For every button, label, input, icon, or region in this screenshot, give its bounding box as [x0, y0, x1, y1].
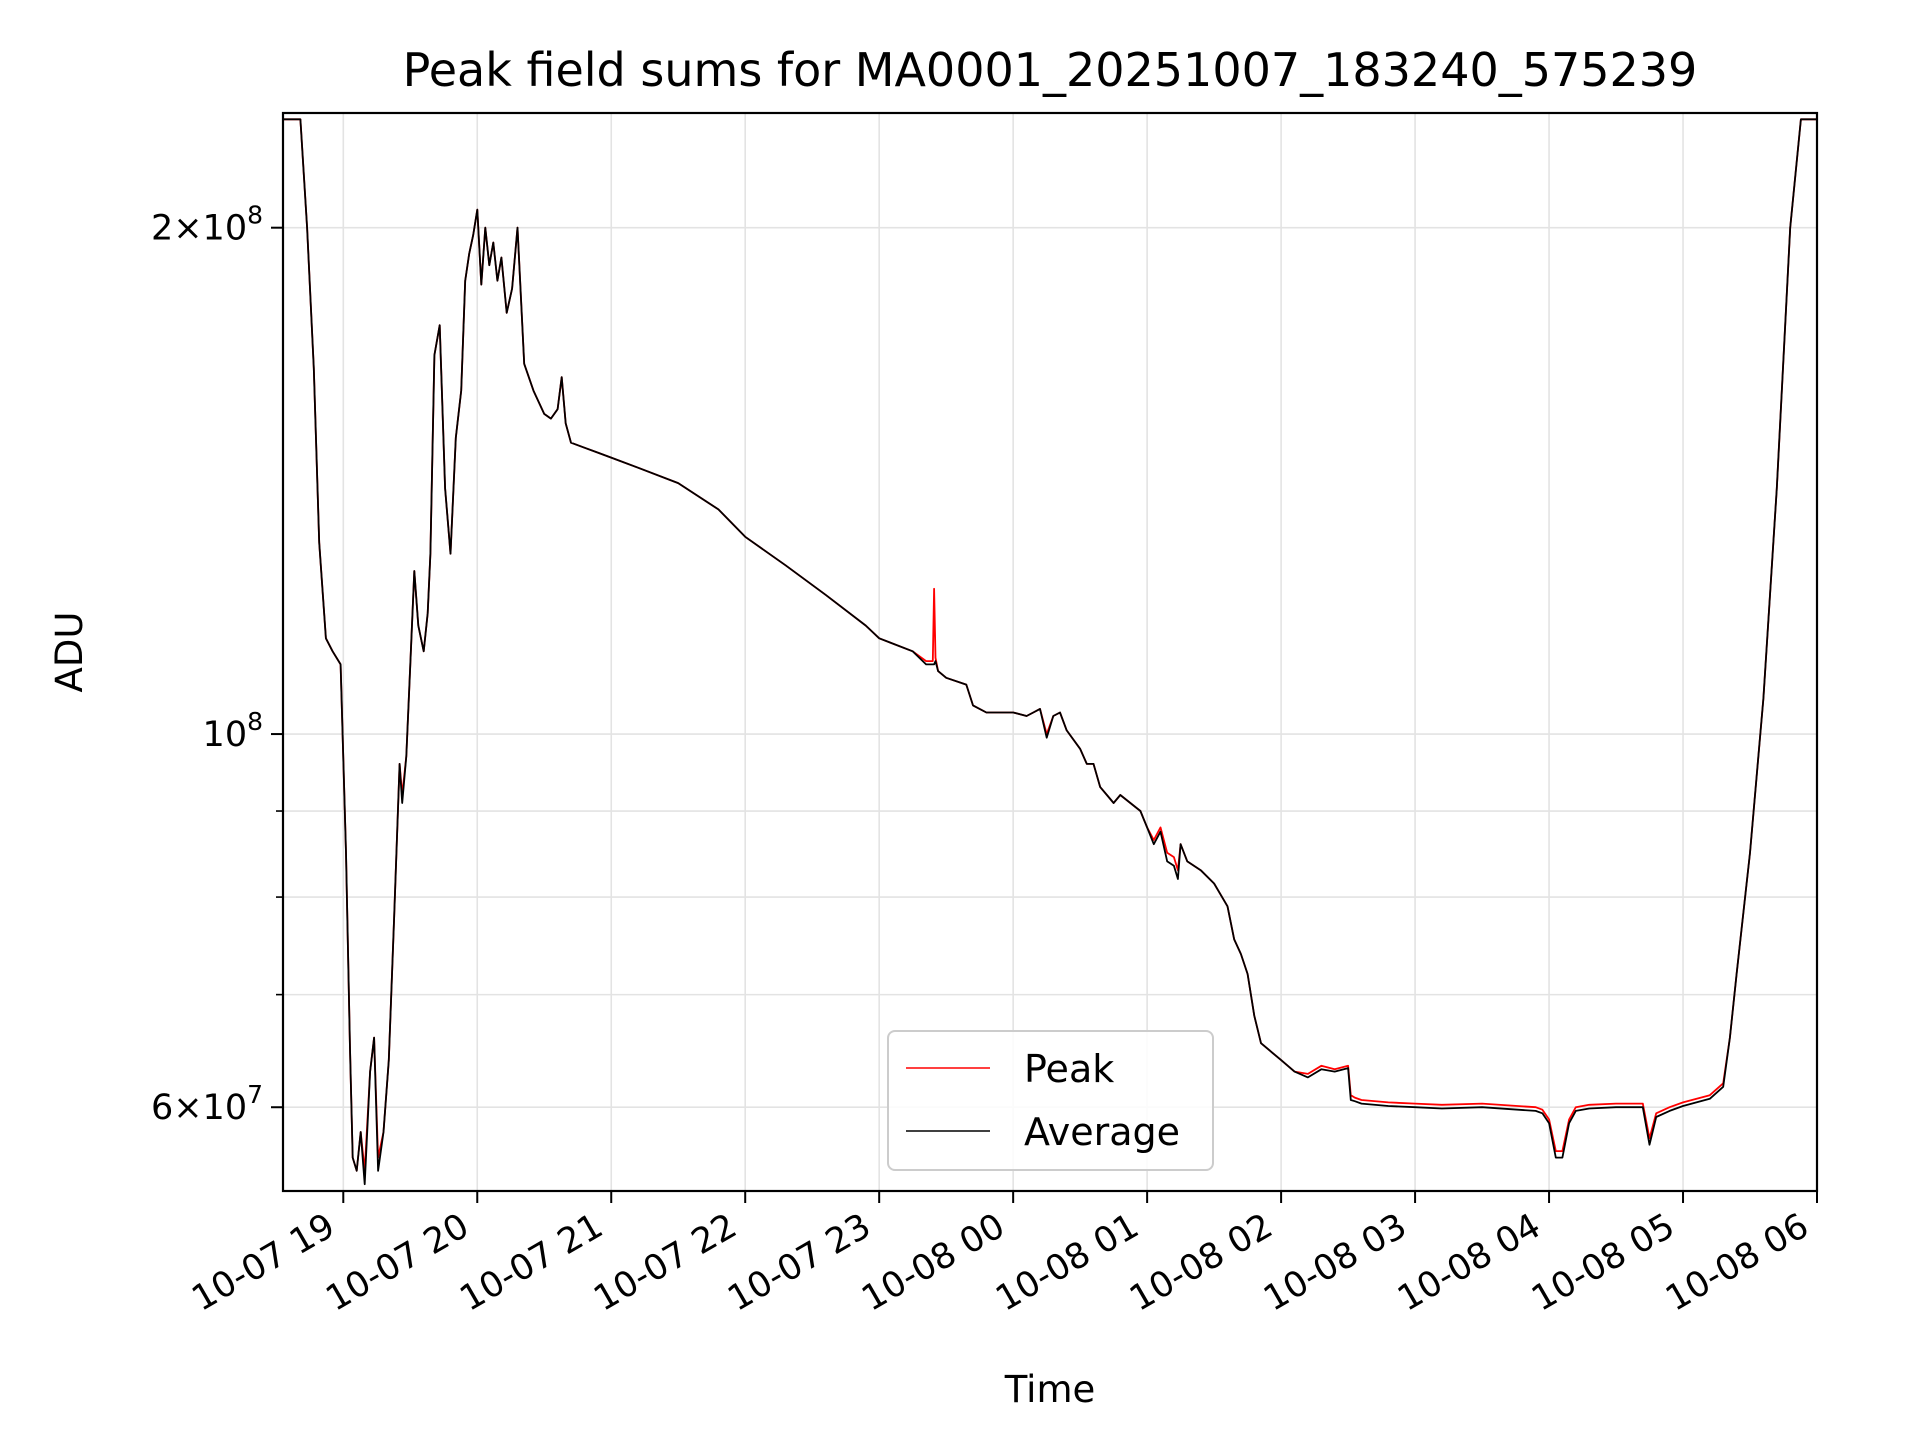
legend: Peak Average [887, 1030, 1214, 1171]
y-axis-ticks: 6×107 108 2×108 [151, 201, 283, 1128]
legend-box [887, 1030, 1214, 1171]
legend-label-average: Average [1024, 1110, 1180, 1154]
series-lines [283, 118, 1817, 1186]
y-axis-label: ADU [48, 612, 91, 693]
chart-title: Peak field sums for MA0001_20251007_1832… [403, 43, 1698, 97]
y-tick-label: 6×107 [151, 1080, 263, 1128]
y-tick-label: 108 [203, 707, 263, 755]
legend-label-peak: Peak [1024, 1047, 1114, 1091]
grid-lines [283, 113, 1818, 1191]
plot-area-frame [281, 111, 1819, 1193]
y-tick-label: 2×108 [151, 201, 263, 249]
x-axis-label: Time [1004, 1368, 1096, 1411]
series-line-average [283, 118, 1817, 1186]
